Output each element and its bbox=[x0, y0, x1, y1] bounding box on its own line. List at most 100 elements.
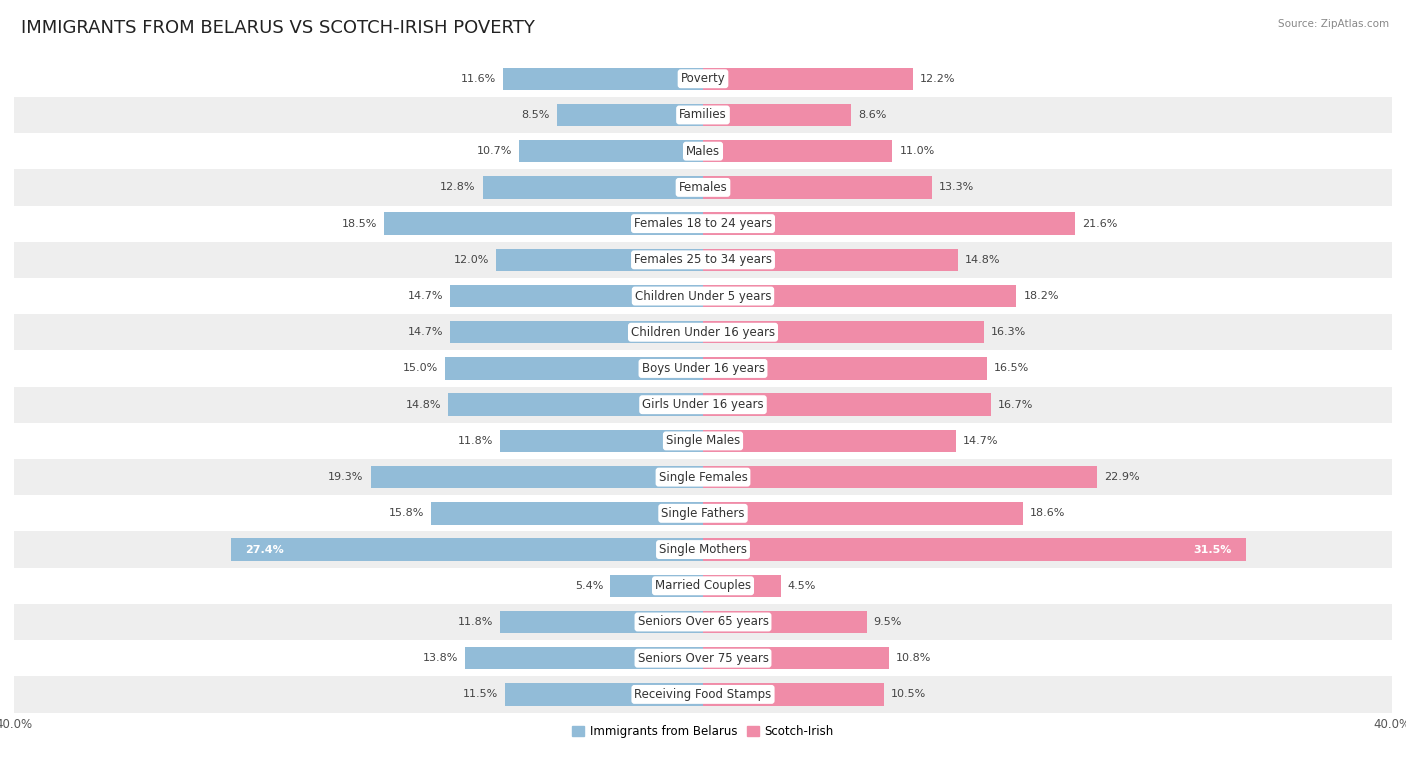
Text: Source: ZipAtlas.com: Source: ZipAtlas.com bbox=[1278, 19, 1389, 29]
Text: 8.6%: 8.6% bbox=[858, 110, 886, 120]
Bar bbox=[14, 169, 1392, 205]
Text: 10.5%: 10.5% bbox=[891, 690, 927, 700]
Text: Single Fathers: Single Fathers bbox=[661, 507, 745, 520]
Text: Children Under 16 years: Children Under 16 years bbox=[631, 326, 775, 339]
Bar bbox=[14, 61, 1392, 97]
Text: IMMIGRANTS FROM BELARUS VS SCOTCH-IRISH POVERTY: IMMIGRANTS FROM BELARUS VS SCOTCH-IRISH … bbox=[21, 19, 534, 37]
Bar bbox=[14, 423, 1392, 459]
Bar bbox=[14, 314, 1392, 350]
Bar bbox=[703, 430, 956, 452]
Text: 27.4%: 27.4% bbox=[245, 544, 284, 555]
Bar bbox=[703, 683, 884, 706]
Text: 11.8%: 11.8% bbox=[457, 617, 494, 627]
Bar bbox=[14, 278, 1392, 314]
Text: 16.7%: 16.7% bbox=[997, 399, 1033, 409]
Text: 11.6%: 11.6% bbox=[461, 74, 496, 83]
Bar bbox=[496, 249, 703, 271]
Bar bbox=[482, 176, 703, 199]
Bar bbox=[703, 249, 957, 271]
Text: 16.3%: 16.3% bbox=[991, 327, 1026, 337]
Text: Males: Males bbox=[686, 145, 720, 158]
Bar bbox=[449, 393, 703, 416]
Bar bbox=[430, 502, 703, 525]
Bar bbox=[505, 683, 703, 706]
Bar bbox=[14, 387, 1392, 423]
Bar bbox=[450, 285, 703, 307]
Text: Females 25 to 34 years: Females 25 to 34 years bbox=[634, 253, 772, 266]
Text: 11.0%: 11.0% bbox=[900, 146, 935, 156]
Bar bbox=[14, 459, 1392, 495]
Bar bbox=[557, 104, 703, 126]
Text: 14.7%: 14.7% bbox=[963, 436, 998, 446]
Text: 13.8%: 13.8% bbox=[423, 653, 458, 663]
Text: 18.2%: 18.2% bbox=[1024, 291, 1059, 301]
Bar bbox=[703, 611, 866, 633]
Text: 18.6%: 18.6% bbox=[1031, 509, 1066, 518]
Legend: Immigrants from Belarus, Scotch-Irish: Immigrants from Belarus, Scotch-Irish bbox=[568, 720, 838, 743]
Text: 11.8%: 11.8% bbox=[457, 436, 494, 446]
Bar bbox=[703, 212, 1076, 235]
Text: Single Females: Single Females bbox=[658, 471, 748, 484]
Text: Married Couples: Married Couples bbox=[655, 579, 751, 592]
Bar bbox=[703, 285, 1017, 307]
Text: Single Mothers: Single Mothers bbox=[659, 543, 747, 556]
Bar bbox=[14, 97, 1392, 133]
Bar bbox=[519, 140, 703, 162]
Bar bbox=[703, 393, 991, 416]
Bar bbox=[703, 466, 1098, 488]
Text: Families: Families bbox=[679, 108, 727, 121]
Text: Children Under 5 years: Children Under 5 years bbox=[634, 290, 772, 302]
Bar bbox=[14, 676, 1392, 713]
Text: Boys Under 16 years: Boys Under 16 years bbox=[641, 362, 765, 375]
Bar bbox=[14, 495, 1392, 531]
Bar bbox=[14, 205, 1392, 242]
Text: Seniors Over 75 years: Seniors Over 75 years bbox=[637, 652, 769, 665]
Text: 31.5%: 31.5% bbox=[1194, 544, 1232, 555]
Bar bbox=[610, 575, 703, 597]
Text: 18.5%: 18.5% bbox=[342, 218, 377, 229]
Text: 10.8%: 10.8% bbox=[896, 653, 931, 663]
Bar bbox=[14, 133, 1392, 169]
Bar bbox=[231, 538, 703, 561]
Text: 13.3%: 13.3% bbox=[939, 183, 974, 193]
Text: 14.8%: 14.8% bbox=[406, 399, 441, 409]
Bar bbox=[703, 538, 1246, 561]
Bar bbox=[703, 321, 984, 343]
Bar bbox=[703, 140, 893, 162]
Bar bbox=[703, 502, 1024, 525]
Bar bbox=[371, 466, 703, 488]
Text: 9.5%: 9.5% bbox=[873, 617, 901, 627]
Text: 12.0%: 12.0% bbox=[454, 255, 489, 265]
Bar bbox=[703, 575, 780, 597]
Bar bbox=[703, 647, 889, 669]
Text: 8.5%: 8.5% bbox=[522, 110, 550, 120]
Bar bbox=[14, 350, 1392, 387]
Text: Seniors Over 65 years: Seniors Over 65 years bbox=[637, 615, 769, 628]
Text: 4.5%: 4.5% bbox=[787, 581, 815, 590]
Text: Receiving Food Stamps: Receiving Food Stamps bbox=[634, 688, 772, 701]
Text: 5.4%: 5.4% bbox=[575, 581, 603, 590]
Bar bbox=[450, 321, 703, 343]
Text: Females: Females bbox=[679, 181, 727, 194]
Text: 11.5%: 11.5% bbox=[463, 690, 498, 700]
Text: Poverty: Poverty bbox=[681, 72, 725, 85]
Text: 16.5%: 16.5% bbox=[994, 364, 1029, 374]
Bar bbox=[14, 531, 1392, 568]
Bar bbox=[703, 176, 932, 199]
Text: 14.8%: 14.8% bbox=[965, 255, 1000, 265]
Bar bbox=[465, 647, 703, 669]
Bar bbox=[14, 640, 1392, 676]
Bar bbox=[14, 568, 1392, 604]
Bar bbox=[14, 242, 1392, 278]
Bar bbox=[384, 212, 703, 235]
Bar bbox=[14, 604, 1392, 640]
Text: 15.8%: 15.8% bbox=[388, 509, 425, 518]
Text: 19.3%: 19.3% bbox=[329, 472, 364, 482]
Text: 10.7%: 10.7% bbox=[477, 146, 512, 156]
Text: 14.7%: 14.7% bbox=[408, 327, 443, 337]
Text: 21.6%: 21.6% bbox=[1083, 218, 1118, 229]
Bar bbox=[703, 104, 851, 126]
Text: 15.0%: 15.0% bbox=[402, 364, 437, 374]
Bar bbox=[503, 67, 703, 90]
Bar bbox=[499, 430, 703, 452]
